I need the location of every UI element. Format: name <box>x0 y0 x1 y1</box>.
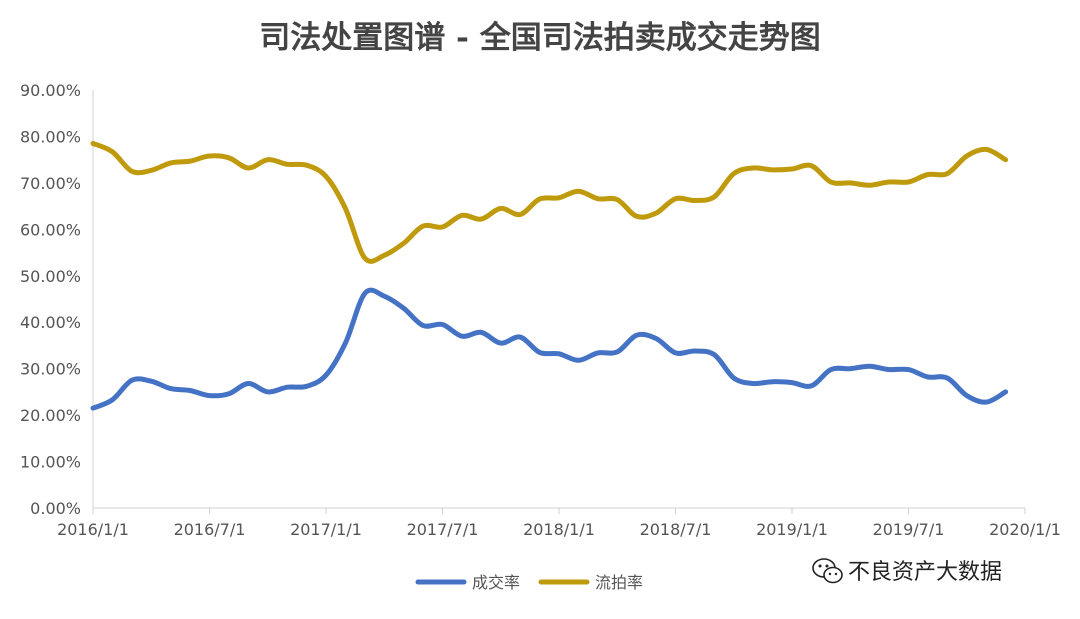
x-tick-label: 2016/7/1 <box>174 520 246 539</box>
legend-label-1: 成交率 <box>472 573 520 592</box>
legend: 成交率 流拍率 <box>415 573 643 592</box>
x-tick-label: 2019/1/1 <box>756 520 828 539</box>
x-tick-label: 2017/7/1 <box>407 520 479 539</box>
x-tick-label: 2020/1/1 <box>989 520 1061 539</box>
y-tick-label: 10.00% <box>20 453 81 472</box>
x-tick-label: 2018/7/1 <box>640 520 712 539</box>
watermark: 不良资产大数据 <box>812 558 1002 585</box>
wechat-icon <box>812 558 843 584</box>
y-tick-label: 0.00% <box>30 499 81 518</box>
x-axis: 2016/1/1 2016/7/1 2017/1/1 2017/7/1 2018/1/1… <box>57 507 1061 539</box>
y-tick-label: 70.00% <box>20 174 81 193</box>
y-tick-label: 80.00% <box>20 127 81 146</box>
series-line-2 <box>90 140 1009 264</box>
legend-label-2: 流拍率 <box>595 573 643 592</box>
y-tick-label: 90.00% <box>20 81 81 100</box>
chart-title: 司法处置图谱 - 全国司法拍卖成交走势图 <box>259 20 820 56</box>
x-tick-label: 2017/1/1 <box>290 520 362 539</box>
y-tick-label: 30.00% <box>20 360 81 379</box>
watermark-text: 不良资产大数据 <box>848 560 1002 585</box>
x-tick-label: 2019/7/1 <box>873 520 945 539</box>
x-tick-label: 2016/1/1 <box>57 520 129 539</box>
y-tick-label: 20.00% <box>20 406 81 425</box>
x-tick-label: 2018/1/1 <box>523 520 595 539</box>
y-tick-label: 60.00% <box>20 220 81 239</box>
y-tick-label: 40.00% <box>20 313 81 332</box>
series-line-1 <box>90 287 1009 411</box>
y-tick-label: 50.00% <box>20 267 81 286</box>
series-lines <box>90 140 1009 411</box>
y-axis: 0.00% 10.00% 20.00% 30.00% 40.00% 50.00% 60.00… <box>20 81 94 518</box>
